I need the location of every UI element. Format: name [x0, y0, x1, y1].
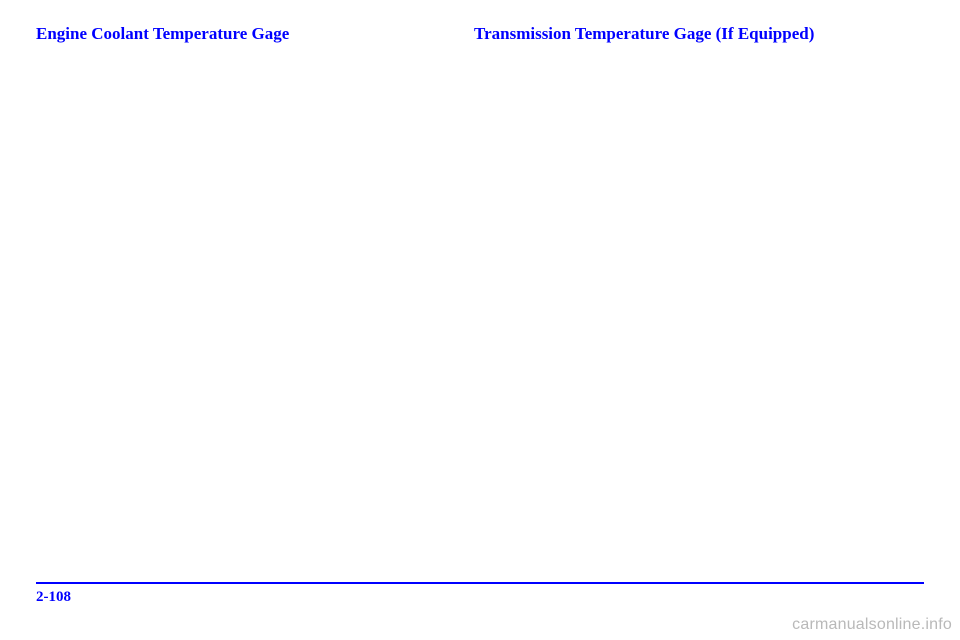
- page-number: 2-108: [36, 589, 71, 606]
- watermark-text: carmanualsonline.info: [792, 616, 952, 634]
- left-column: Engine Coolant Temperature Gage: [36, 24, 456, 44]
- right-column: Transmission Temperature Gage (If Equipp…: [474, 24, 934, 44]
- heading-transmission-temp: Transmission Temperature Gage (If Equipp…: [474, 24, 934, 44]
- manual-page: Engine Coolant Temperature Gage Transmis…: [0, 0, 960, 640]
- heading-engine-coolant: Engine Coolant Temperature Gage: [36, 24, 456, 44]
- footer-rule: [36, 582, 924, 584]
